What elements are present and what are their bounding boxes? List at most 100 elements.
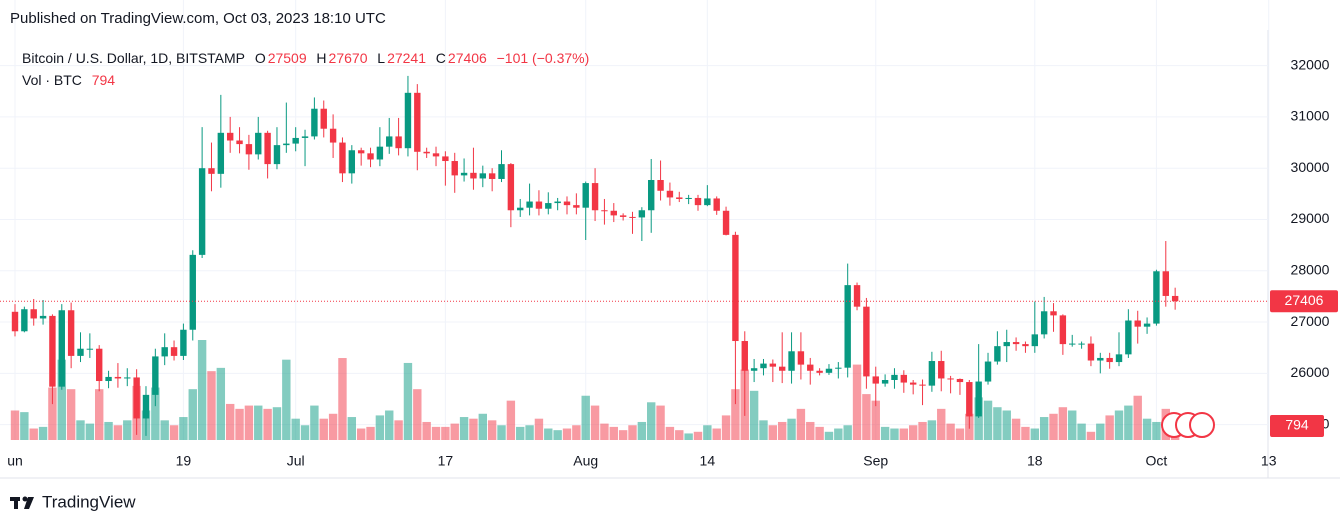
candle-body bbox=[835, 367, 842, 369]
volume-bar bbox=[647, 402, 656, 440]
candle-body bbox=[591, 183, 599, 211]
volume-bar bbox=[272, 407, 282, 440]
candle-body bbox=[460, 172, 468, 176]
volume-bar bbox=[834, 428, 843, 440]
candle-body bbox=[470, 172, 477, 179]
volume-bar bbox=[1021, 426, 1030, 440]
volume-bar bbox=[937, 408, 946, 440]
candle-body bbox=[769, 363, 777, 367]
candle-body bbox=[77, 348, 84, 356]
candle-body bbox=[750, 368, 758, 371]
volume-bar bbox=[478, 413, 487, 440]
volume-bar bbox=[1011, 418, 1021, 440]
volume-bar bbox=[328, 413, 338, 440]
candle-body bbox=[872, 376, 879, 384]
volume-value: 794 bbox=[91, 72, 116, 88]
candle-body bbox=[582, 183, 589, 208]
volume-bar bbox=[955, 428, 965, 440]
candle-body bbox=[255, 132, 262, 155]
candle-body bbox=[264, 132, 271, 165]
volume-bar bbox=[562, 428, 572, 440]
volume-bar bbox=[319, 418, 328, 440]
volume-bar bbox=[310, 405, 319, 440]
volume-bar bbox=[703, 425, 712, 440]
volume-bar bbox=[422, 421, 431, 440]
ohlc-letter: O bbox=[254, 50, 266, 66]
candle-body bbox=[1059, 315, 1067, 345]
candle-body bbox=[67, 310, 75, 356]
candle-body bbox=[226, 132, 234, 141]
volume-bar bbox=[749, 390, 759, 440]
ohlc-letter: L bbox=[377, 50, 386, 66]
candle-body bbox=[180, 329, 187, 356]
volume-bar bbox=[637, 421, 647, 440]
brand: TradingView bbox=[42, 492, 136, 511]
logo-mark bbox=[14, 497, 18, 509]
volume-bar bbox=[1124, 405, 1133, 440]
volume-bar bbox=[609, 426, 618, 440]
candle-body bbox=[320, 108, 327, 129]
candle-body bbox=[292, 137, 299, 144]
volume-bar bbox=[76, 420, 85, 440]
volume-bar bbox=[38, 426, 48, 440]
volume-bar bbox=[993, 407, 1002, 440]
x-tick-label: Sep bbox=[863, 453, 888, 469]
volume-bar bbox=[525, 425, 534, 440]
candle-body bbox=[694, 197, 702, 206]
volume-bar bbox=[675, 430, 684, 440]
volume-bar bbox=[85, 423, 95, 440]
volume-title: Vol · BTC bbox=[22, 72, 82, 88]
volume-bar bbox=[57, 359, 66, 440]
volume-bar bbox=[104, 421, 113, 440]
volume-bar bbox=[431, 426, 441, 440]
candle-body bbox=[760, 363, 767, 369]
candle-body bbox=[339, 142, 346, 174]
candle-body bbox=[1078, 343, 1085, 345]
candle-body bbox=[722, 210, 730, 235]
x-tick-label: Aug bbox=[573, 453, 598, 469]
x-tick-label: 17 bbox=[438, 453, 454, 469]
flags bbox=[1161, 412, 1215, 438]
candle-body bbox=[975, 381, 982, 417]
candle-body bbox=[535, 201, 543, 209]
volume-bar bbox=[160, 420, 169, 440]
volume-bar bbox=[787, 418, 796, 440]
candle-body bbox=[1125, 320, 1132, 355]
volume-bar bbox=[291, 418, 300, 440]
candle-body bbox=[797, 351, 805, 365]
volume-bar bbox=[806, 421, 815, 440]
candle-body bbox=[1162, 271, 1169, 296]
volume-bar bbox=[338, 358, 347, 440]
volume-bar bbox=[880, 426, 890, 440]
candle-body bbox=[152, 356, 159, 395]
volume-bar bbox=[1133, 395, 1142, 440]
volume-bar bbox=[216, 367, 226, 440]
volume-bar bbox=[29, 428, 38, 440]
candle-body bbox=[21, 309, 28, 332]
volume-bar bbox=[263, 408, 272, 440]
volume-bar bbox=[169, 425, 179, 440]
candle-body bbox=[357, 150, 365, 154]
volume-bar bbox=[413, 389, 422, 440]
volume-bar bbox=[1152, 421, 1161, 440]
candle-body bbox=[142, 394, 150, 419]
candle-body bbox=[778, 366, 786, 371]
volume-bar bbox=[1049, 413, 1058, 440]
volume-bar bbox=[721, 415, 731, 440]
flag-icon bbox=[1189, 412, 1215, 438]
candle-body bbox=[1003, 342, 1010, 347]
low-value: 27241 bbox=[387, 50, 426, 66]
volume-bar bbox=[487, 420, 497, 440]
volume-bar bbox=[927, 420, 937, 440]
volume-bar bbox=[516, 426, 525, 440]
y-tick-label: 26000 bbox=[1291, 364, 1330, 380]
volume-bar bbox=[113, 425, 123, 440]
x-tick-label: un bbox=[7, 453, 23, 469]
volume-bar bbox=[1105, 415, 1114, 440]
candle-body bbox=[816, 370, 823, 373]
candle-body bbox=[1040, 311, 1048, 335]
y-tick-label: 27000 bbox=[1291, 313, 1330, 329]
candle-body bbox=[788, 351, 795, 371]
candle-body bbox=[825, 368, 833, 373]
